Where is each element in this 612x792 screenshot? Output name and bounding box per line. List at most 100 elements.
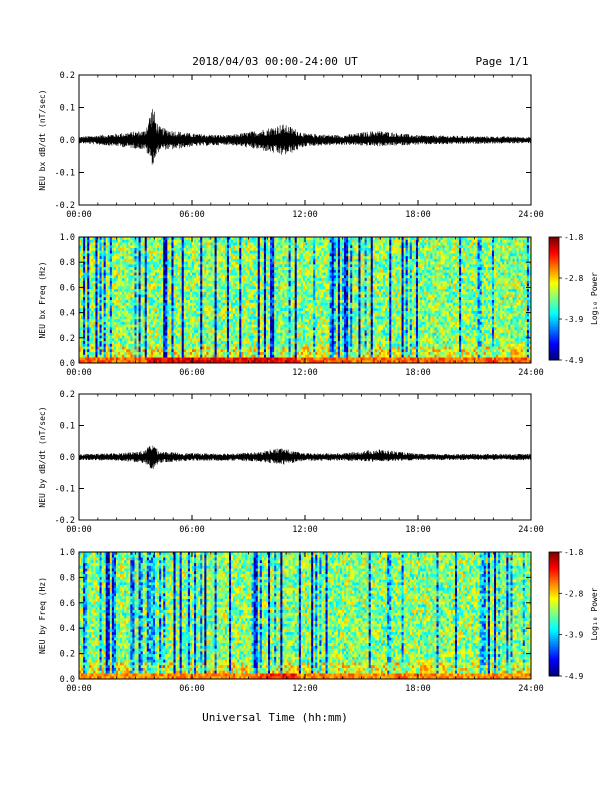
spectrogram-cell	[200, 256, 203, 260]
spectrogram-cell	[233, 264, 236, 268]
spectrogram-cell	[130, 352, 133, 356]
spectrogram-cell	[120, 338, 123, 342]
spectrogram-cell	[276, 264, 279, 268]
spectrogram-cell	[111, 310, 115, 315]
spectrogram-cell	[81, 289, 84, 293]
spectrogram-cell	[163, 267, 166, 271]
spectrogram-cell	[218, 327, 222, 331]
spectrogram-cell	[175, 242, 178, 246]
spectrogram-cell	[171, 286, 174, 290]
spectrogram-cell	[296, 330, 300, 334]
spectrogram-cell	[136, 258, 139, 262]
spectrogram-cell	[228, 338, 232, 342]
spectrogram-cell	[270, 310, 273, 315]
spectrogram-cell	[150, 289, 154, 293]
spectrogram-cell	[263, 237, 267, 241]
spectrogram-cell	[294, 343, 298, 347]
spectrogram-cell	[105, 283, 109, 287]
spectrogram-cell	[198, 267, 201, 271]
spectrogram-cell	[276, 237, 279, 241]
spectrogram-cell	[124, 297, 127, 301]
spectrogram-cell	[169, 289, 172, 293]
spectrogram-cell	[294, 280, 298, 284]
spectrogram-cell	[120, 272, 123, 276]
spectrogram-cell	[249, 297, 252, 301]
spectrogram-cell	[97, 335, 100, 339]
spectrogram-cell	[231, 264, 234, 268]
spectrogram-cell	[290, 305, 294, 309]
spectrogram-cell	[136, 291, 139, 295]
spectrogram-cell	[253, 354, 257, 358]
spectrogram-cell	[272, 319, 275, 323]
spectrogram-cell	[249, 237, 252, 241]
spectrogram-cell	[167, 321, 170, 325]
spectrogram-cell	[171, 354, 174, 358]
spectrogram-cell	[214, 275, 217, 279]
spectrogram-cell	[187, 343, 191, 347]
spectrogram-cell	[157, 239, 160, 243]
spectrogram-cell	[233, 321, 236, 325]
spectrogram-cell	[128, 349, 131, 353]
spectrogram-cell	[243, 302, 246, 306]
spectrogram-cell	[247, 357, 250, 361]
spectrogram-cell	[233, 343, 236, 347]
spectrogram-cell	[274, 289, 277, 293]
spectrogram-cell	[126, 302, 129, 306]
spectrogram-cell	[261, 343, 265, 347]
spectrogram-cell	[194, 280, 197, 284]
spectrogram-cell	[105, 308, 109, 312]
spectrogram-cell	[140, 330, 144, 334]
spectrogram-cell	[152, 357, 156, 361]
spectrogram-cell	[128, 335, 131, 339]
spectrogram-cell	[288, 335, 291, 339]
spectrogram-cell	[181, 294, 185, 298]
spectrogram-cell	[140, 305, 144, 309]
spectrogram-cell	[210, 245, 213, 249]
spectrogram-cell	[226, 267, 230, 271]
spectrogram-cell	[228, 354, 232, 358]
spectrogram-cell	[183, 324, 187, 328]
spectrogram-cell	[202, 335, 205, 339]
spectrogram-cell	[214, 242, 217, 246]
spectrogram-cell	[122, 335, 125, 339]
spectrogram-cell	[204, 261, 207, 265]
spectrogram-cell	[231, 258, 234, 262]
spectrogram-cell	[255, 346, 259, 350]
spectrogram-cell	[274, 242, 277, 246]
spectrogram-cell	[222, 275, 226, 279]
spectrogram-cell	[159, 343, 162, 347]
spectrogram-cell	[241, 245, 244, 249]
spectrogram-cell	[152, 341, 156, 345]
spectrogram-cell	[241, 291, 244, 295]
spectrogram-cell	[294, 297, 298, 301]
spectrogram-cell	[138, 332, 141, 336]
spectrogram-cell	[218, 278, 222, 282]
spectrogram-cell	[241, 341, 244, 345]
spectrogram-cell	[263, 349, 267, 353]
spectrogram-cell	[101, 313, 104, 317]
spectrogram-cell	[138, 269, 141, 273]
spectrogram-cell	[107, 253, 111, 257]
spectrogram-cell	[148, 272, 152, 276]
spectrogram-cell	[208, 343, 211, 347]
spectrogram-cell	[222, 327, 226, 331]
spectrogram-cell	[150, 327, 154, 331]
spectrogram-cell	[165, 305, 168, 309]
spectrogram-cell	[87, 357, 90, 361]
spectrogram-cell	[272, 239, 275, 243]
spectrogram-cell	[120, 324, 123, 328]
spectrogram-cell	[268, 267, 271, 271]
spectrogram-cell	[157, 349, 160, 353]
spectrogram-cell	[200, 264, 203, 268]
spectrogram-cell	[233, 269, 236, 273]
spectrogram-cell	[95, 335, 98, 339]
spectrogram-cell	[245, 269, 248, 273]
spectrogram-cell	[159, 245, 162, 249]
spectrogram-cell	[175, 357, 178, 361]
spectrogram-cell	[81, 316, 84, 320]
spectrogram-cell	[286, 242, 289, 246]
spectrogram-cell	[276, 261, 279, 265]
spectrogram-cell	[144, 275, 148, 279]
spectrogram-cell	[93, 237, 96, 241]
spectrogram-cell	[276, 239, 279, 243]
